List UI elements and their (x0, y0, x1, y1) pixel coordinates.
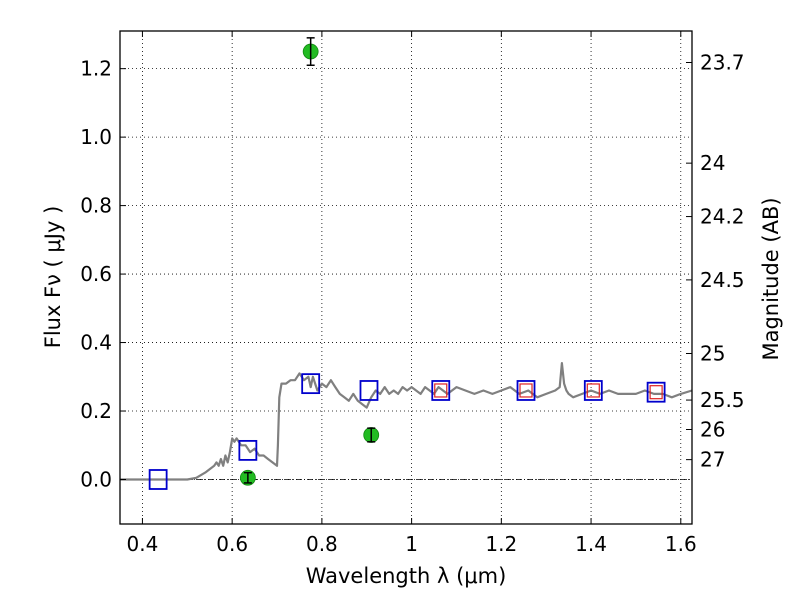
x-tick-label: 1.6 (665, 532, 697, 556)
model-photometry-square (238, 439, 258, 461)
model-photometry-square (516, 380, 536, 401)
x-tick-label: 1 (405, 532, 418, 556)
x-tick-label: 1.2 (485, 532, 517, 556)
x-tick-label: 0.4 (127, 532, 159, 556)
right-tick-label: 27 (700, 448, 725, 472)
right-tick-label: 24 (700, 151, 725, 175)
y-tick-label: 0.4 (80, 331, 112, 355)
right-tick-label: 23.7 (700, 50, 745, 74)
right-axis-label: Magnitude (AB) (759, 197, 783, 360)
model-photometry-square (431, 380, 451, 401)
right-tick-label: 24.5 (700, 268, 745, 292)
y-tick-label: 0.8 (80, 194, 112, 218)
x-tick-label: 1.4 (575, 532, 607, 556)
model-photometry-square (359, 380, 379, 401)
model-photometry-square (583, 380, 603, 401)
right-tick-label: 25.5 (700, 388, 745, 412)
model-photometry-square (646, 381, 666, 403)
highlighted-model-square (586, 383, 600, 398)
plot-frame (119, 30, 693, 525)
right-tick-label: 25 (700, 342, 725, 366)
model-photometry-square (148, 469, 168, 490)
y-tick-label: 0.0 (80, 467, 112, 491)
right-tick-label: 24.2 (700, 205, 745, 229)
y-tick-label: 0.2 (80, 399, 112, 423)
model-sed-line (120, 362, 693, 481)
y-tick-label: 0.6 (80, 262, 112, 286)
y-tick-label: 1.0 (80, 125, 112, 149)
plot-data (120, 37, 693, 490)
axis-ticks: 0.4 0.6 0.8 1 1.2 1.4 1.6 0.0 0.2 0.4 0.6 0.8 1.0 1.2… (80, 31, 745, 556)
x-tick-label: 0.6 (216, 532, 248, 556)
x-tick-label: 0.8 (306, 532, 338, 556)
y-tick-label: 1.2 (80, 57, 112, 81)
highlighted-model-square (649, 385, 663, 400)
grid-lines (120, 31, 692, 524)
model-photometry-square (301, 373, 321, 395)
y-axis-label: Flux Fν ( μJy ) (41, 206, 65, 349)
right-tick-label: 26 (700, 418, 725, 442)
highlighted-model-square (434, 383, 448, 398)
x-axis-label: Wavelength λ (μm) (306, 564, 507, 588)
highlighted-model-square (519, 383, 533, 398)
